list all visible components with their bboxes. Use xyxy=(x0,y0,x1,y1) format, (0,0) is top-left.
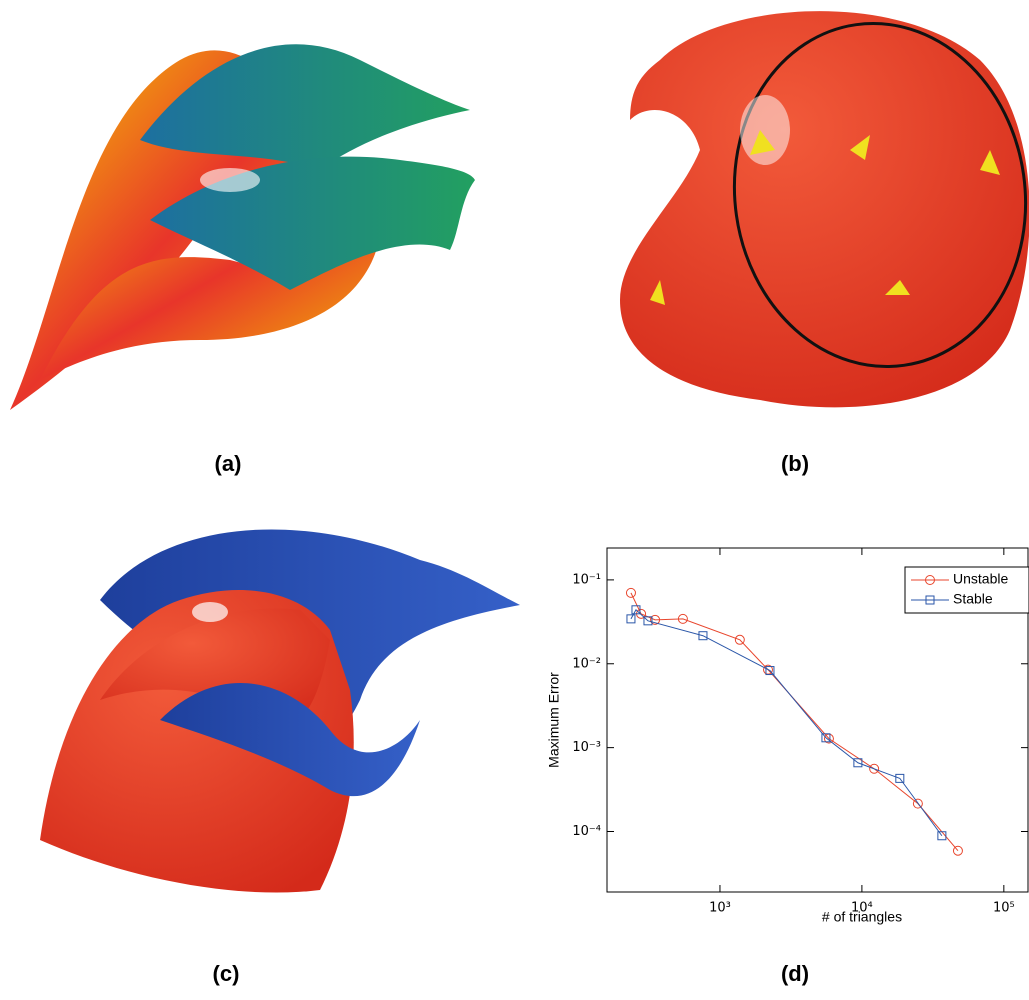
x-tick-label: 10⁴ xyxy=(851,901,873,916)
panel-label: (c) xyxy=(213,961,240,986)
x-tick-label: 10³ xyxy=(709,901,731,916)
panel-label: (d) xyxy=(781,961,809,986)
y-tick-label: 10⁻⁴ xyxy=(572,824,601,839)
figure: (a) (b) (c) (d) # of triangles Maximum E… xyxy=(0,0,1029,1000)
panel-label: (b) xyxy=(781,451,809,476)
render-c xyxy=(40,529,520,892)
y-axis-title: Maximum Error xyxy=(546,672,562,768)
legend-label: Stable xyxy=(953,591,993,607)
panel-label: (a) xyxy=(215,451,242,476)
render-b xyxy=(620,4,1029,407)
legend-label: Unstable xyxy=(953,571,1008,587)
series-line xyxy=(631,593,958,851)
render-a xyxy=(10,44,475,410)
y-tick-label: 10⁻¹ xyxy=(572,572,601,587)
y-tick-label: 10⁻² xyxy=(572,656,601,671)
series-line xyxy=(631,610,942,836)
y-tick-label: 10⁻³ xyxy=(572,740,601,755)
x-tick-label: 10⁵ xyxy=(993,901,1015,916)
